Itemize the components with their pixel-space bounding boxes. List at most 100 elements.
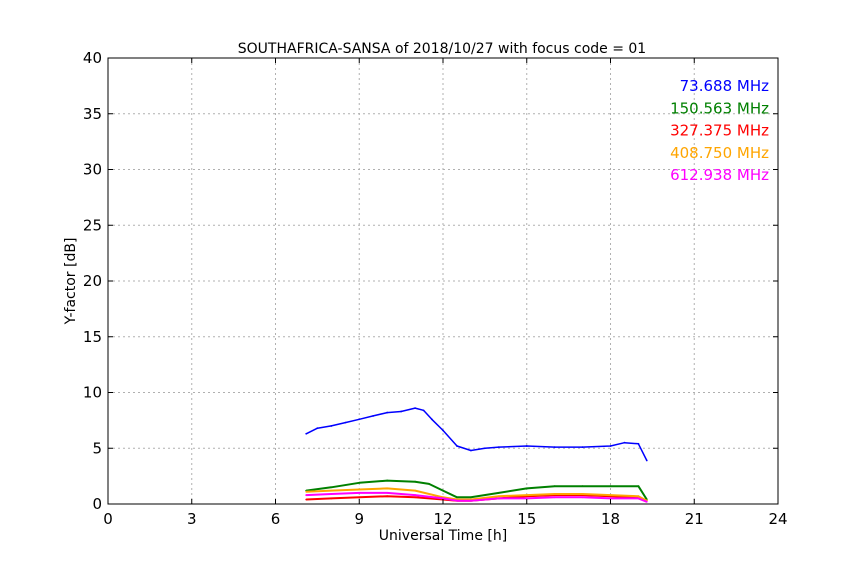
data-point (372, 415, 375, 417)
y-tick-label: 30 (83, 161, 102, 179)
data-point (414, 494, 416, 496)
data-point (358, 481, 361, 484)
data-point (470, 449, 472, 452)
data-point (581, 446, 584, 449)
data-point (609, 494, 612, 496)
data-point (358, 488, 361, 491)
data-point (305, 432, 308, 435)
y-tick-label: 40 (83, 49, 102, 67)
y-tick-label: 10 (83, 384, 102, 402)
data-point (609, 497, 612, 500)
plot-lines (305, 407, 648, 503)
y-tick-label: 0 (92, 495, 102, 513)
data-point (330, 425, 333, 427)
series-line-1 (306, 479, 648, 501)
data-point (553, 485, 556, 488)
data-point (386, 487, 389, 490)
data-point (645, 500, 648, 503)
y-axis-label: Y-factor [dB] (63, 238, 79, 326)
data-point (645, 459, 648, 462)
x-tick-label: 12 (433, 510, 452, 528)
data-point (623, 441, 626, 444)
data-point (497, 491, 500, 494)
data-point (386, 479, 389, 482)
data-point (305, 494, 308, 496)
data-point (497, 446, 500, 449)
data-point (305, 498, 308, 501)
data-point (330, 489, 333, 492)
data-point (470, 499, 472, 502)
legend: 73.688 MHz 150.563 MHz 327.375 MHz 408.750 … (670, 77, 769, 184)
data-point (581, 496, 584, 499)
data-point (316, 427, 319, 430)
legend-entry: 408.750 MHz (670, 144, 769, 162)
data-point (456, 496, 458, 499)
legend-entry: 150.563 MHz (670, 99, 769, 117)
x-tick-label: 6 (271, 510, 281, 528)
data-point (456, 499, 458, 502)
x-tick-label: 0 (103, 510, 113, 528)
axis-ticks: 0 3 6 9 12 15 18 21 24 0 5 10 15 20 25 30 35 40 (83, 49, 788, 528)
data-point (525, 497, 528, 500)
x-tick-label: 3 (187, 510, 197, 528)
data-point (637, 485, 640, 488)
data-point (581, 493, 584, 495)
data-point (637, 495, 640, 498)
series-line-0 (305, 407, 648, 461)
x-tick-label: 9 (354, 510, 364, 528)
data-point (344, 421, 347, 424)
data-point (525, 494, 528, 496)
data-point (553, 496, 556, 499)
x-tick-label: 15 (517, 510, 536, 528)
data-point (497, 497, 500, 500)
data-point (637, 497, 640, 500)
data-point (386, 411, 389, 414)
legend-entry: 327.375 MHz (670, 122, 769, 140)
chart-title: SOUTHAFRICA-SANSA of 2018/10/27 with foc… (238, 41, 646, 57)
data-point (400, 410, 403, 413)
series-line-3 (306, 487, 648, 502)
data-point (414, 480, 416, 483)
legend-entry: 612.938 MHz (670, 166, 769, 184)
data-point (386, 491, 389, 494)
data-point (442, 497, 444, 500)
data-point (470, 496, 472, 499)
y-tick-label: 35 (83, 105, 102, 123)
data-point (330, 493, 333, 495)
y-tick-label: 20 (83, 272, 102, 290)
data-point (430, 418, 433, 421)
data-point (456, 445, 458, 447)
data-point (609, 485, 612, 488)
data-point (553, 446, 556, 449)
data-point (525, 445, 528, 447)
y-tick-label: 15 (83, 328, 102, 346)
data-point (414, 496, 416, 499)
data-point (483, 447, 486, 450)
data-point (442, 429, 444, 432)
data-point (358, 418, 361, 421)
data-point (386, 495, 389, 498)
x-axis-label: Universal Time [h] (379, 528, 507, 544)
data-point (428, 483, 430, 485)
x-tick-label: 24 (768, 510, 787, 528)
x-tick-label: 21 (685, 510, 704, 528)
data-point (330, 497, 333, 500)
data-point (422, 409, 425, 412)
data-point (305, 490, 308, 493)
y-tick-label: 25 (83, 216, 102, 234)
data-point (581, 485, 584, 488)
data-point (358, 496, 361, 499)
x-tick-label: 18 (601, 510, 620, 528)
data-point (497, 495, 500, 498)
y-tick-label: 5 (92, 439, 102, 457)
legend-entry: 73.688 MHz (680, 77, 769, 95)
data-point (358, 491, 361, 494)
data-point (637, 442, 640, 445)
data-point (442, 489, 444, 492)
data-point (609, 445, 612, 447)
data-point (330, 486, 333, 489)
data-point (414, 489, 416, 492)
data-point (553, 493, 556, 495)
data-point (414, 407, 416, 410)
